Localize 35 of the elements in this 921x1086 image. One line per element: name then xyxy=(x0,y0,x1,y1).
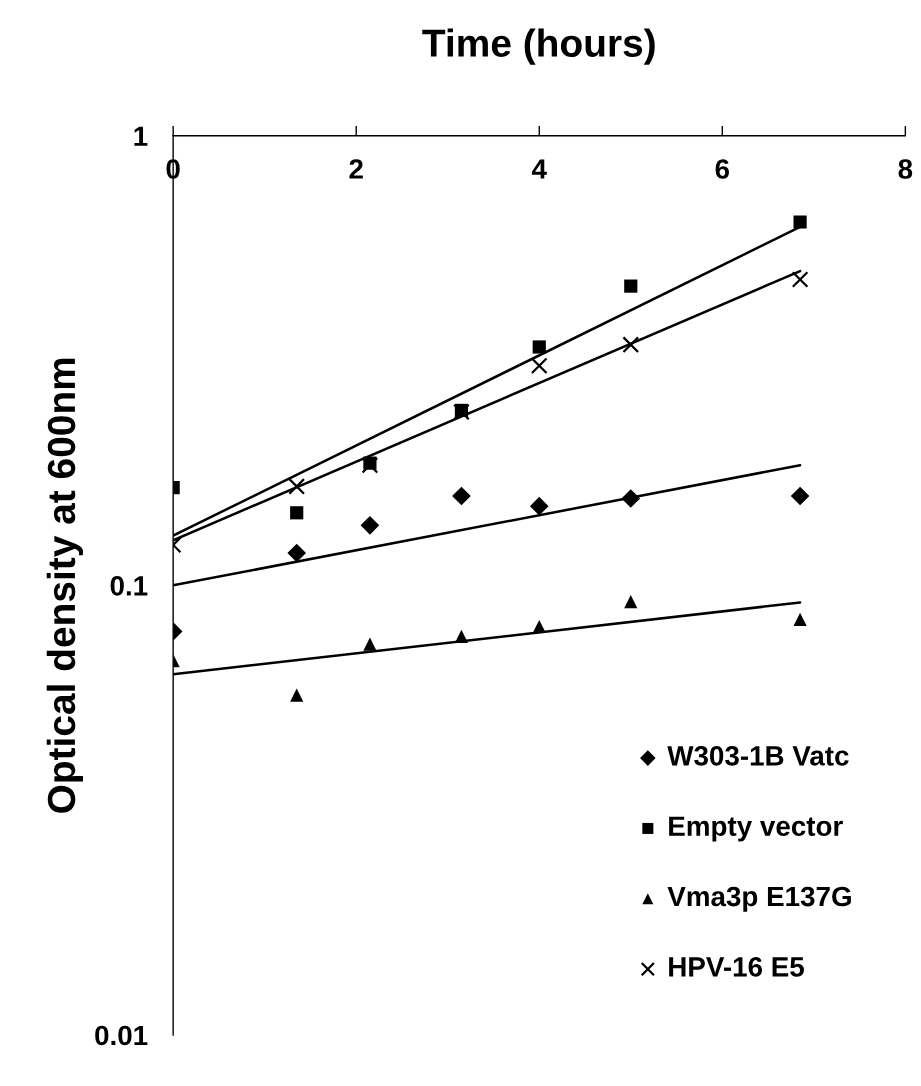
point xyxy=(290,506,304,520)
point xyxy=(287,543,307,563)
point xyxy=(529,496,549,516)
point xyxy=(624,595,638,609)
x-tick-label: 2 xyxy=(349,159,363,179)
point xyxy=(790,486,810,506)
y-tick-label: 1 xyxy=(134,126,148,146)
legend-label: Empty vector xyxy=(669,816,843,842)
point xyxy=(791,271,809,288)
point xyxy=(530,357,548,375)
legend-label: Vma3p E137G xyxy=(667,886,851,912)
point xyxy=(454,629,469,643)
legend-label: HPV-16 E5 xyxy=(669,957,804,977)
y-tick-label: 0.01 xyxy=(95,1025,148,1046)
x-tick-label: 8 xyxy=(898,159,913,179)
y-axis-title: Optical density at 600nm xyxy=(46,358,83,813)
point xyxy=(453,403,470,421)
point xyxy=(793,215,807,229)
point xyxy=(622,336,640,354)
x-axis-title: Time (hours) xyxy=(422,28,655,65)
x-tick-label: 6 xyxy=(715,159,730,179)
point xyxy=(793,612,807,626)
point xyxy=(288,478,306,495)
point xyxy=(360,516,380,535)
point xyxy=(363,637,377,651)
point xyxy=(621,489,641,508)
point xyxy=(532,340,546,354)
point xyxy=(452,486,471,506)
legend-label: W303-1B Vatc xyxy=(667,746,849,766)
point xyxy=(361,456,379,474)
point xyxy=(532,619,546,634)
y-tick-label: 0.1 xyxy=(110,576,148,596)
point xyxy=(290,688,304,702)
point xyxy=(624,279,638,293)
x-tick-label: 4 xyxy=(531,159,547,179)
